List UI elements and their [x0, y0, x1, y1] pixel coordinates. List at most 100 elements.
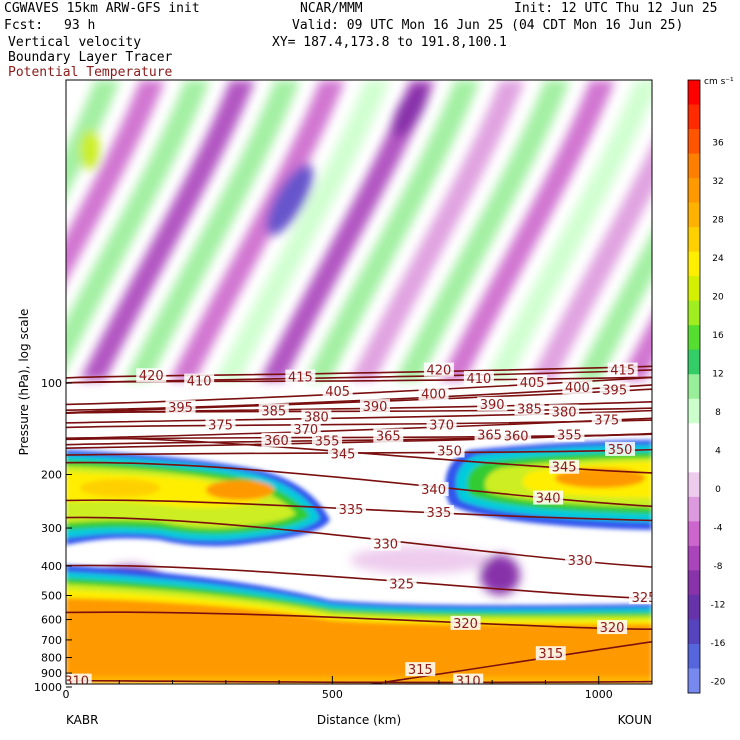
isentrope-label-bg — [474, 427, 505, 442]
plot-frame — [65, 79, 653, 685]
colorbar-swatch — [688, 374, 700, 400]
colorbar-swatch — [688, 153, 700, 179]
isentrope-label-bg — [554, 427, 585, 442]
colorbar-swatch — [688, 545, 700, 571]
colorbar-swatch — [688, 668, 700, 694]
isentrope-label-bg — [418, 386, 449, 401]
isentrope-label-bg — [549, 404, 580, 419]
isentrope-label: 405 — [520, 376, 545, 391]
isentrope-label-bg — [450, 615, 481, 630]
valid-time: Valid: 09 UTC Mon 16 Jun 25 (04 CDT Mon … — [292, 18, 684, 33]
y-tick-label: 300 — [41, 522, 62, 535]
isentrope-label-bg — [261, 432, 292, 447]
right-station-label: KOUN — [618, 713, 652, 727]
isentrope-label: 355 — [315, 435, 340, 450]
isentrope-label: 320 — [600, 621, 625, 636]
isentrope-label: 335 — [426, 506, 451, 521]
isentrope-line — [66, 499, 652, 522]
isentrope-label: 330 — [373, 538, 398, 553]
isentrope-label: 380 — [304, 411, 329, 426]
isentrope-label: 335 — [339, 503, 364, 518]
isentrope-label: 385 — [261, 404, 286, 419]
isentrope-label: 365 — [477, 429, 502, 444]
isentrope-label-bg — [514, 401, 545, 416]
y-tick-label: 500 — [41, 589, 62, 602]
isentrope-label: 330 — [568, 554, 593, 569]
colorbar-tick-label: 4 — [715, 447, 721, 457]
updraft-core — [266, 164, 314, 236]
y-tick-label: 100 — [41, 377, 62, 390]
isentrope-label: 415 — [610, 364, 635, 379]
y-tick-label: 700 — [41, 634, 62, 647]
colorbar-tick-label: 20 — [712, 292, 724, 302]
x-tick-label: 500 — [322, 688, 343, 701]
y-tick-label: 600 — [41, 614, 62, 627]
isentrope-label: 350 — [437, 444, 462, 459]
wave-band — [305, 80, 480, 380]
isentrope-line — [66, 564, 652, 600]
isentrope-label-bg — [336, 502, 367, 517]
isentrope-label-bg — [607, 362, 638, 377]
colorbar-swatch — [688, 447, 700, 473]
isentrope-label-bg — [453, 673, 484, 684]
isentrope-label: 315 — [408, 663, 433, 678]
isentrope-label: 345 — [552, 461, 577, 476]
isentrope-label-bg — [501, 428, 532, 443]
field-boundary-layer-tracer: Boundary Layer Tracer — [8, 50, 173, 65]
isentrope-label-bg — [423, 362, 454, 377]
subsidence-core — [480, 555, 520, 595]
x-tick-label: 0 — [63, 688, 70, 701]
wave-band — [530, 144, 652, 380]
colorbar-swatch — [688, 202, 700, 228]
isentrope-label-bg — [629, 590, 652, 605]
isentrope-label-bg — [322, 383, 353, 398]
colorbar-swatch — [688, 129, 700, 155]
colorbar-swatch — [688, 496, 700, 522]
model-title: CGWAVES 15km ARW-GFS init — [4, 1, 200, 16]
cross-section-endpoints: XY= 187.4,173.8 to 191.8,100.1 — [272, 35, 507, 50]
colorbar-tick-label: 32 — [712, 177, 723, 187]
isentrope-label-bg — [517, 375, 548, 389]
isentrope-label: 360 — [504, 430, 529, 445]
isentrope-line — [66, 433, 652, 446]
colorbar-units: cm s⁻¹ — [704, 77, 734, 87]
isentrope-label: 365 — [376, 430, 401, 445]
colorbar-tick-label: 36 — [712, 138, 724, 148]
colorbar-tick-label: -4 — [714, 524, 723, 534]
isentrope-label-bg — [136, 368, 167, 383]
wave-band — [66, 80, 210, 369]
isentrope-label-bg — [370, 536, 401, 551]
isentrope-label: 415 — [288, 371, 313, 386]
isentrope-label: 340 — [536, 492, 561, 507]
y-tick-label: 200 — [41, 469, 62, 482]
isentrope-label-bg — [386, 576, 417, 591]
isentrope-label-bg — [290, 422, 321, 437]
isentrope-label: 350 — [608, 443, 633, 458]
isentrope-label: 380 — [552, 405, 577, 420]
isentrope-label: 395 — [602, 384, 627, 399]
colorbar-swatch — [688, 398, 700, 424]
wave-band — [575, 232, 652, 380]
x-axis: 0 500 1000 — [63, 676, 653, 701]
init-time: Init: 12 UTC Thu 12 Jun 25 — [514, 1, 718, 16]
wave-band — [66, 80, 165, 282]
wave-band — [80, 80, 255, 380]
potential-temperature-labels: 310 310 315 315 320 320 325 325 330 330 335 335 340 3… — [66, 362, 652, 684]
isentrope-label: 390 — [480, 398, 505, 413]
isentrope-label-bg — [591, 412, 622, 427]
isentrope-label: 375 — [594, 414, 619, 429]
weak-subsidence — [350, 546, 490, 574]
colorbar-tick-label: 28 — [712, 215, 724, 225]
isentrope-label: 320 — [453, 617, 478, 632]
isentrope-label-bg — [426, 417, 457, 432]
isentrope-label-bg — [565, 552, 596, 567]
isentrope-line — [66, 448, 652, 456]
colorbar-swatch — [688, 276, 700, 302]
field-potential-temperature: Potential Temperature — [8, 65, 173, 80]
wave-band — [485, 80, 652, 380]
isentrope-label-bg — [405, 662, 436, 677]
isentrope-label-bg — [328, 446, 359, 461]
isentrope-label-bg — [477, 396, 508, 411]
isentrope-label-bg — [258, 403, 289, 418]
